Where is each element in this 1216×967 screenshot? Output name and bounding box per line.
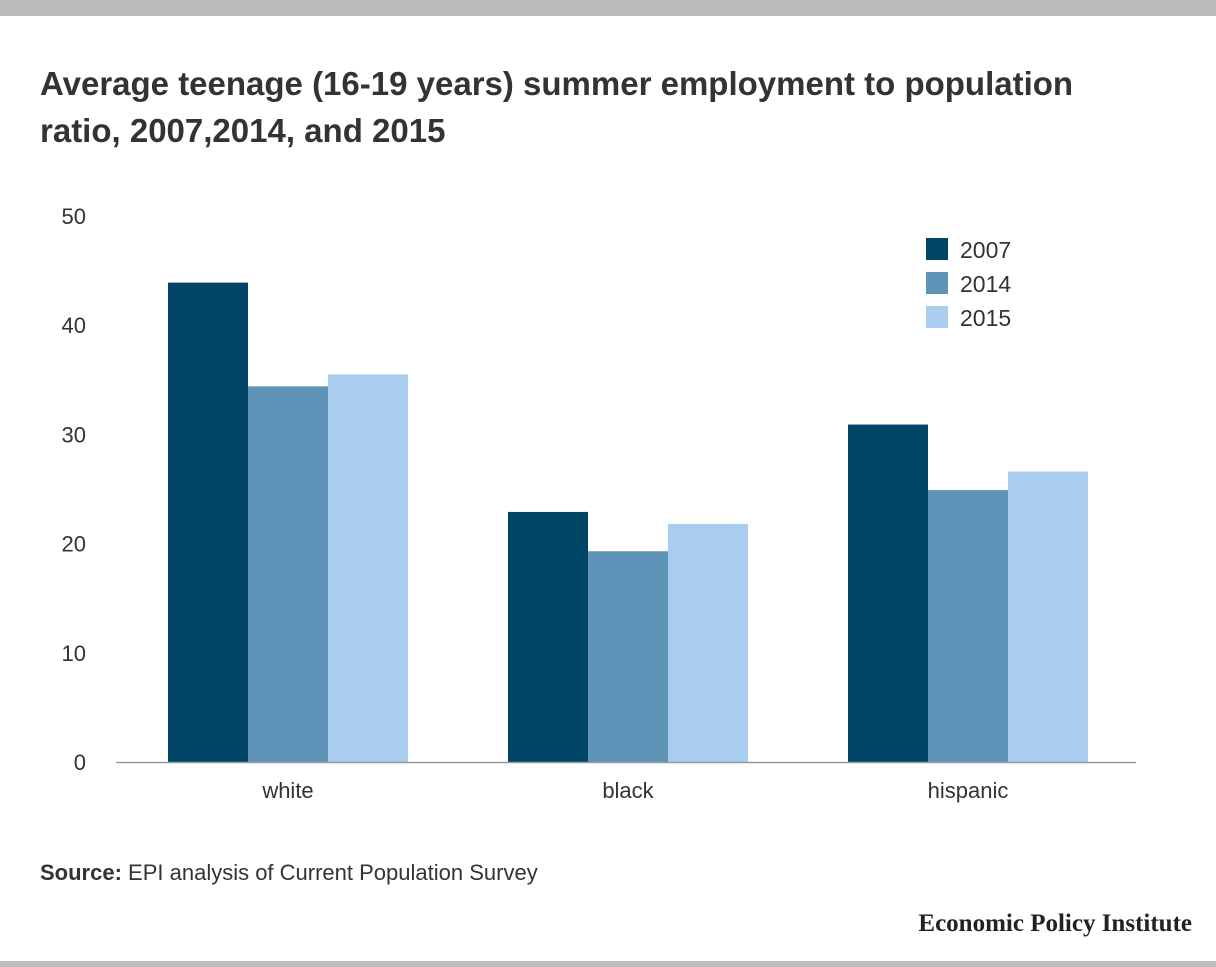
chart-title: Average teenage (16-19 years) summer emp… <box>40 65 1074 149</box>
y-tick-label: 30 <box>62 422 86 447</box>
y-tick-label: 40 <box>62 313 86 338</box>
legend-label-2015: 2015 <box>960 305 1011 331</box>
bar-white-2014 <box>248 386 328 762</box>
bar-black-2014 <box>588 551 668 762</box>
legend-label-2014: 2014 <box>960 271 1011 297</box>
x-tick-label: hispanic <box>928 778 1009 803</box>
bar-hispanic-2007 <box>848 424 928 762</box>
bar-chart: 0 10 20 30 40 50 white black hispanic 2007 2014 201… <box>62 204 1136 803</box>
legend-swatch-2007 <box>926 238 948 260</box>
bar-black-2007 <box>508 511 588 762</box>
brand-logo: Economic Policy Institute <box>918 910 1192 937</box>
source-text: EPI analysis of Current Population Surve… <box>121 860 538 885</box>
bar-white-2007 <box>168 282 248 762</box>
bar-white-2015 <box>328 374 408 762</box>
bar-black-2015 <box>668 523 748 762</box>
source-note: Source: EPI analysis of Current Populati… <box>40 860 538 886</box>
x-tick-label: white <box>261 778 313 803</box>
y-tick-label: 0 <box>74 750 86 775</box>
bottom-rule <box>0 961 1216 967</box>
bar-hispanic-2015 <box>1008 471 1088 762</box>
y-tick-label: 50 <box>62 204 86 229</box>
top-rule <box>0 0 1216 16</box>
source-label: Source: <box>40 860 122 885</box>
legend-label-2007: 2007 <box>960 237 1011 263</box>
x-tick-label: black <box>602 778 654 803</box>
legend-swatch-2014 <box>926 272 948 294</box>
bar-hispanic-2014 <box>928 490 1008 762</box>
legend-swatch-2015 <box>926 306 948 328</box>
y-tick-label: 20 <box>62 532 86 557</box>
y-tick-label: 10 <box>62 641 86 666</box>
